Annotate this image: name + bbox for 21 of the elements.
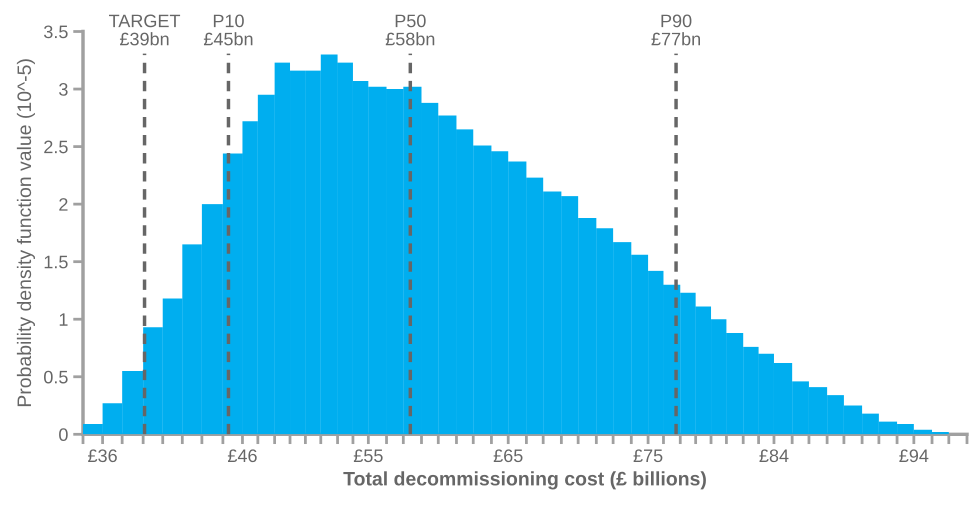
x-tick-label: £55	[354, 449, 383, 462]
y-tick-label: 2.5	[44, 140, 68, 154]
y-tick-label: 3.5	[44, 25, 68, 38]
x-tick-label: £94	[899, 449, 928, 462]
x-tick-label: £75	[634, 449, 662, 462]
ref-line-label: P10 £45bn	[204, 14, 252, 46]
x-tick-label: £36	[88, 449, 117, 462]
ref-line-label: P50 £58bn	[386, 14, 434, 46]
y-tick-label: 1	[60, 313, 68, 326]
y-axis-title: Probability density function value (10^-5)	[16, 59, 35, 406]
x-axis-title: Total decommissioning cost (£ billions)	[343, 471, 706, 490]
y-tick-label: 2	[59, 198, 68, 211]
y-tick-label: 3	[59, 82, 68, 96]
y-tick-label: 0	[59, 428, 68, 442]
x-tick-label: £84	[759, 449, 789, 462]
y-tick-label: 1.5	[44, 256, 68, 268]
ref-line-label: TARGET £39bn	[109, 14, 180, 46]
ref-line-label: P90 £77bn	[651, 14, 700, 46]
x-tick-label: £46	[228, 449, 257, 462]
y-tick-label: 0.5	[44, 370, 68, 384]
x-tick-label: £65	[494, 449, 523, 462]
